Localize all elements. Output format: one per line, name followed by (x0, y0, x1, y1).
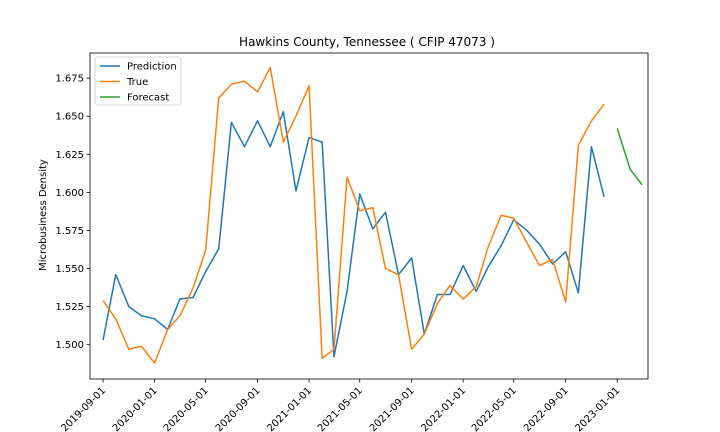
legend-box (94, 56, 182, 106)
y-tick-label: 1.625 (55, 150, 84, 161)
y-tick-label: 1.500 (55, 340, 84, 351)
y-tick-label: 1.550 (55, 264, 84, 275)
y-tick-label: 1.600 (55, 188, 84, 199)
y-tick-label: 1.525 (55, 302, 84, 313)
plot-area (102, 66, 643, 364)
series-line-prediction (102, 110, 605, 358)
legend-label-prediction: Prediction (127, 62, 177, 73)
y-tick-label: 1.650 (55, 112, 84, 123)
axes-frame (89, 52, 649, 380)
legend-label-true: True (126, 77, 148, 88)
series-line-true (102, 66, 605, 364)
chart-title: Hawkins County, Tennessee ( CFIP 47073 ) (239, 35, 495, 49)
legend: Prediction True Forecast (94, 56, 182, 106)
legend-label-forecast: Forecast (127, 93, 169, 104)
y-tick-label: 1.575 (55, 226, 84, 237)
series-line-forecast (616, 128, 643, 186)
y-tick-label: 1.675 (55, 74, 84, 85)
y-axis-label: Microbusiness Density (38, 159, 49, 271)
